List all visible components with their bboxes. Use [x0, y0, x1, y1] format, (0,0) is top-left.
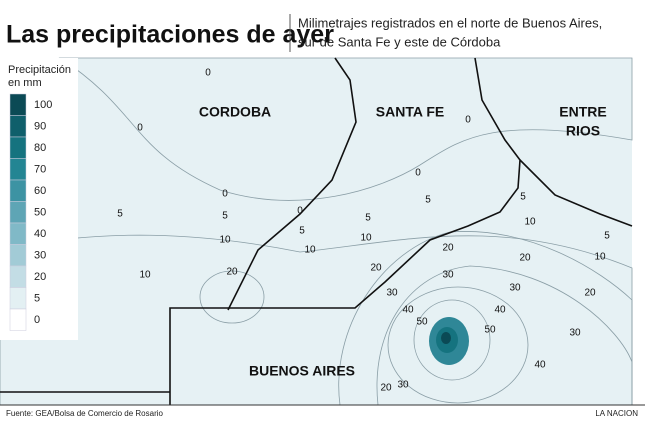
contour-label: 20 — [519, 253, 531, 264]
contour-label: 10 — [304, 245, 316, 256]
contour-label: 0 — [137, 123, 143, 134]
legend-swatch — [9, 201, 27, 224]
legend-title: en mm — [8, 77, 42, 89]
region-label: SANTA FE — [376, 104, 444, 120]
contour-label: 0 — [465, 115, 471, 126]
map: 0 0 0 0 0 0 5 5 5 5 5 5 5 10 10 10 10 10 10 20 20 20 20 20 30 30 3… — [0, 57, 633, 406]
zone-100 — [441, 332, 451, 344]
contour-label: 20 — [226, 267, 238, 278]
region-label: RIOS — [566, 123, 600, 139]
legend-label: 60 — [34, 185, 46, 197]
contour-label: 10 — [360, 233, 372, 244]
border — [227, 57, 357, 311]
zone-0 — [58, 57, 633, 201]
contour-label: 5 — [425, 195, 431, 206]
contour-label: 30 — [397, 380, 409, 391]
zone-40 — [387, 286, 529, 404]
contour-label: 50 — [416, 317, 428, 328]
zone-50 — [413, 299, 491, 381]
contour-label: 0 — [415, 168, 421, 179]
legend-label: 50 — [34, 206, 46, 218]
legend-swatch — [9, 179, 27, 202]
contour-label: 0 — [205, 68, 211, 79]
zone-10 — [0, 234, 633, 406]
legend-label: 90 — [34, 120, 46, 132]
credit: LA NACION — [595, 409, 638, 418]
legend-swatch — [9, 93, 27, 116]
border — [519, 159, 633, 227]
contour-label: 40 — [534, 360, 546, 371]
legend-swatch — [9, 115, 27, 138]
contour-label: 5 — [117, 209, 123, 220]
contour-label: 30 — [569, 328, 581, 339]
contour-label: 30 — [386, 288, 398, 299]
contour-label: 30 — [509, 283, 521, 294]
region-label: ENTRE — [559, 104, 606, 120]
border — [169, 57, 521, 405]
legend: Precipitación en mm 10090807060504030205… — [0, 58, 78, 340]
legend-swatch — [9, 308, 27, 331]
contour-label: 40 — [494, 305, 506, 316]
contour-label: 10 — [524, 217, 536, 228]
legend-swatch — [9, 287, 27, 310]
legend-swatch — [9, 244, 27, 267]
region-label: CORDOBA — [199, 104, 271, 120]
contour-label: 40 — [402, 305, 414, 316]
legend-swatch — [9, 158, 27, 181]
contour-label: 30 — [442, 270, 454, 281]
source: Fuente: GEA/Bolsa de Comercio de Rosario — [6, 409, 164, 418]
contour-label: 5 — [222, 211, 228, 222]
contour-label: 5 — [604, 231, 610, 242]
contour-label: 20 — [442, 243, 454, 254]
legend-label: 70 — [34, 163, 46, 175]
contour-label: 5 — [520, 192, 526, 203]
contour-label: 10 — [219, 235, 231, 246]
zone-20 — [199, 270, 265, 324]
legend-label: 5 — [34, 292, 40, 304]
legend-label: 30 — [34, 249, 46, 261]
legend-label: 100 — [34, 99, 52, 111]
title: Las precipitaciones de ayer — [6, 21, 334, 49]
legend-label: 40 — [34, 228, 46, 240]
contour-label: 50 — [484, 325, 496, 336]
subtitle: sur de Santa Fe y este de Córdoba — [298, 34, 501, 49]
legend-label: 0 — [34, 314, 40, 326]
contour-label: 20 — [380, 383, 392, 394]
contour-label: 20 — [370, 263, 382, 274]
contour-label: 0 — [297, 206, 303, 217]
contour-label: 5 — [299, 226, 305, 237]
contour-label: 10 — [139, 270, 151, 281]
legend-label: 20 — [34, 271, 46, 283]
subtitle: Milimetrajes registrados en el norte de … — [298, 15, 602, 30]
legend-label: 80 — [34, 142, 46, 154]
contour-labels: 0 0 0 0 0 0 5 5 5 5 5 5 5 10 10 10 10 10 10 20 20 20 20 20 30 30 3… — [117, 68, 610, 394]
legend-title: Precipitación — [8, 64, 71, 76]
contour-label: 5 — [365, 213, 371, 224]
region-label: BUENOS AIRES — [249, 363, 355, 379]
contour-label: 20 — [584, 288, 596, 299]
legend-swatch — [9, 265, 27, 288]
zone-30 — [376, 265, 633, 406]
contour-label: 10 — [594, 252, 606, 263]
legend-swatch — [9, 136, 27, 159]
contour-label: 0 — [222, 189, 228, 200]
legend-swatch — [9, 222, 27, 245]
map-base — [0, 58, 632, 405]
